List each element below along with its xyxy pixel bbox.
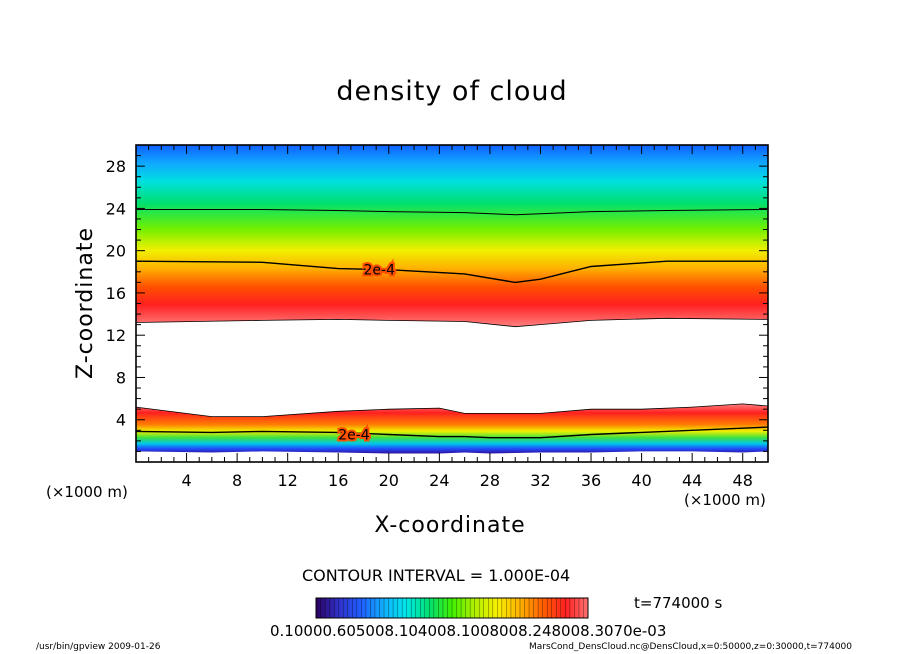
x-tick-label: 16 bbox=[328, 471, 348, 490]
x-tick-label: 44 bbox=[682, 471, 702, 490]
footer-left: /usr/bin/gpview 2009-01-26 bbox=[36, 642, 161, 652]
x-axis-label: X-coordinate bbox=[374, 513, 526, 538]
x-unit-right: (×1000 m) bbox=[684, 491, 766, 509]
footer-right: MarsCond_DensCloud.nc@DensCloud,x=0:5000… bbox=[529, 642, 852, 652]
x-tick-label: 48 bbox=[733, 471, 753, 490]
contour-label-1: 2e-4 bbox=[338, 428, 370, 444]
y-tick-label: 28 bbox=[106, 157, 126, 176]
contour-2e-4-upper bbox=[136, 260, 768, 284]
x-tick-label: 40 bbox=[631, 471, 651, 490]
x-tick-label: 36 bbox=[581, 471, 601, 490]
chart-title: density of cloud bbox=[336, 76, 568, 107]
colorbar-tick-labels: 0.10000.605008.104008.1008008.248008.307… bbox=[270, 622, 667, 640]
x-tick-label: 8 bbox=[232, 471, 242, 490]
contour-interval: CONTOUR INTERVAL = 1.000E-04 bbox=[302, 566, 571, 585]
x-tick-label: 28 bbox=[480, 471, 500, 490]
upper-layer-base-edge bbox=[136, 317, 768, 328]
contour-1e-4-upper bbox=[136, 209, 768, 216]
x-unit-left: (×1000 m) bbox=[46, 483, 128, 501]
y-tick-label: 4 bbox=[116, 411, 126, 430]
x-tick-label: 32 bbox=[530, 471, 550, 490]
upper-cloud-layer bbox=[136, 145, 768, 327]
y-tick-label: 12 bbox=[106, 326, 126, 345]
y-axis-label: Z-coordinate bbox=[73, 227, 98, 379]
y-tick-label: 8 bbox=[116, 368, 126, 387]
x-tick-label: 20 bbox=[379, 471, 399, 490]
contour-2e-4-lower bbox=[136, 426, 768, 439]
x-tick-label: 12 bbox=[278, 471, 298, 490]
y-tick-label: 24 bbox=[106, 199, 126, 218]
lower-cloud-layer bbox=[136, 403, 768, 454]
time-stamp: t=774000 s bbox=[634, 594, 723, 612]
y-tick-label: 16 bbox=[106, 284, 126, 303]
y-tick-label: 20 bbox=[106, 242, 126, 261]
x-tick-label: 4 bbox=[181, 471, 191, 490]
contour-label-0: 2e-4 bbox=[364, 263, 396, 279]
x-tick-label: 24 bbox=[429, 471, 449, 490]
lower-layer-top-edge bbox=[136, 403, 768, 417]
